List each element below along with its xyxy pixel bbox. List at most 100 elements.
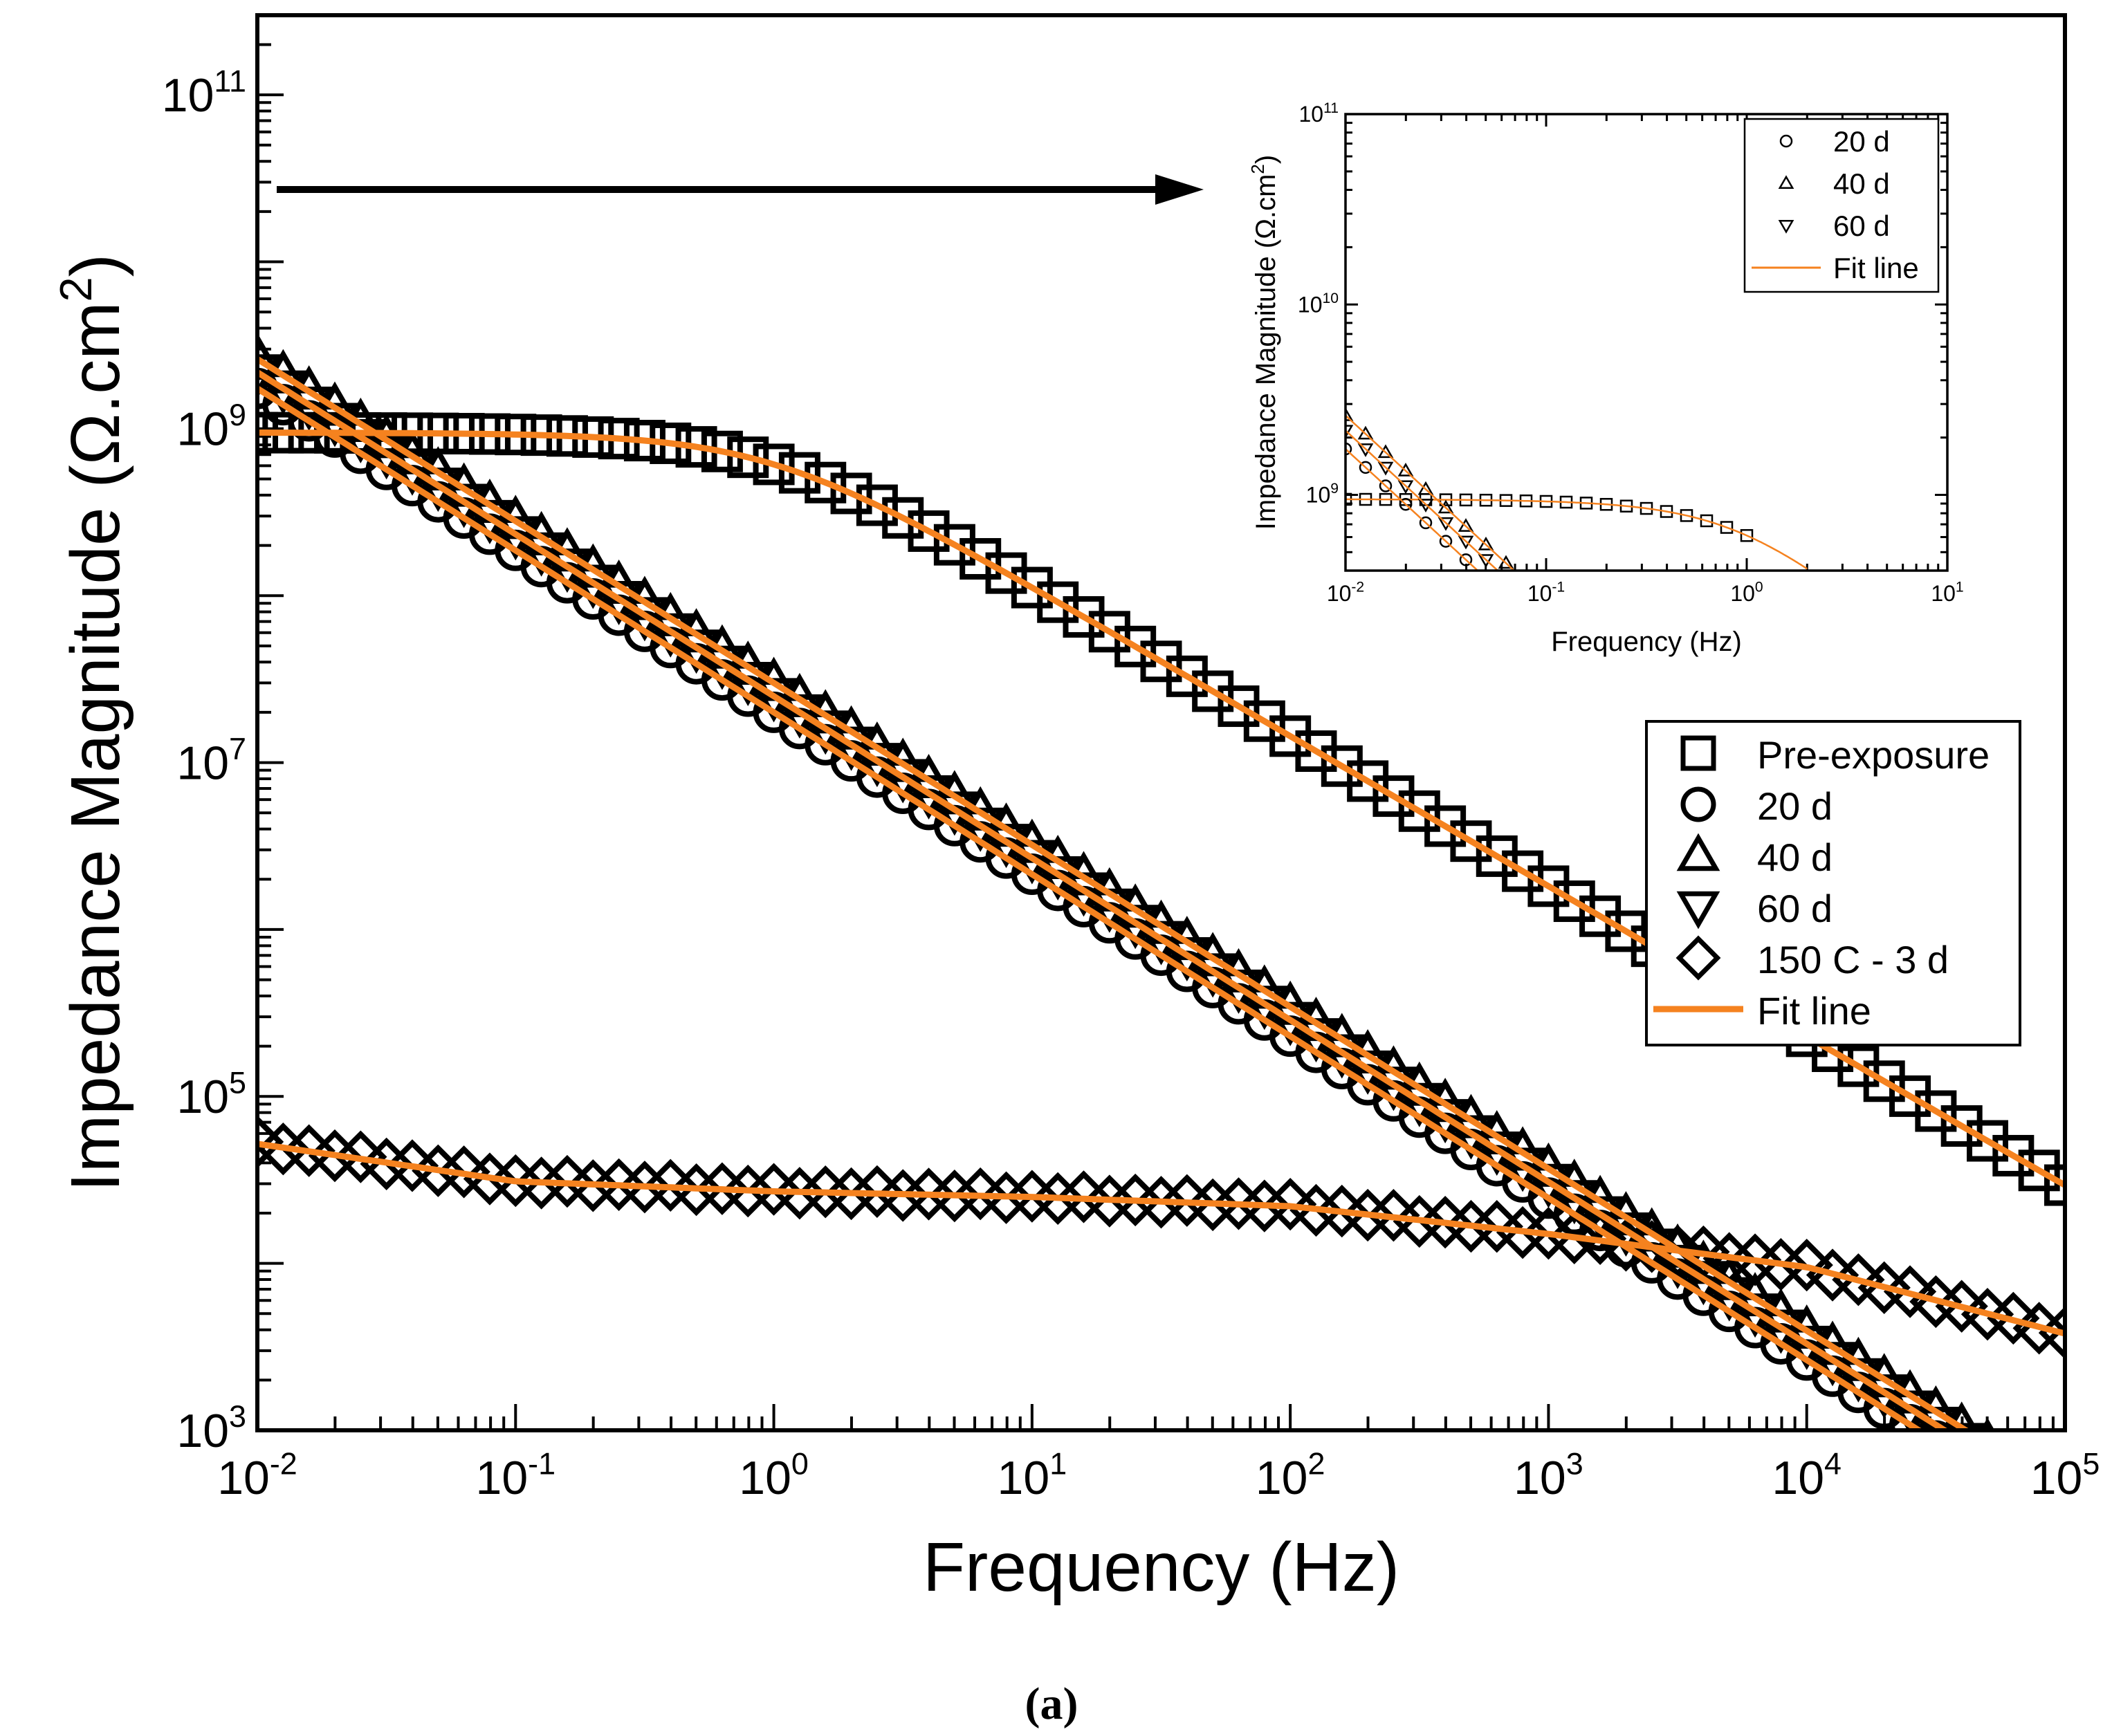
main-y-tick-label: 103 (176, 1398, 246, 1457)
inset-data-point-triangle-up (1357, 425, 1374, 440)
data-point-triangle-down (1967, 1442, 2008, 1478)
inset-data-point-triangle-down (1478, 554, 1494, 569)
data-point-square (1218, 685, 1260, 728)
data-point-diamond (1031, 1172, 1085, 1226)
inset-legend-label: Fit line (1833, 252, 1919, 284)
inset-data-point-triangle-down (1357, 443, 1374, 457)
data-point-square (753, 443, 795, 486)
inset-data-point-triangle-down (1377, 461, 1394, 476)
data-point-square (1476, 835, 1518, 877)
data-point-diamond (876, 1169, 930, 1222)
data-point-square (830, 472, 872, 515)
figure-label: (a) (1025, 1679, 1078, 1729)
inset-data-point-circle (1419, 516, 1433, 530)
inset-data-point-triangle-up (1346, 407, 1354, 421)
data-point-square (1295, 730, 1337, 773)
inset-x-tick-label: 10-2 (1327, 580, 1364, 606)
legend-label: 20 d (1757, 784, 1833, 828)
data-point-diamond (1135, 1176, 1188, 1229)
data-point-square (1605, 910, 1647, 952)
inset-legend-label: 40 d (1833, 167, 1890, 200)
main-legend-box (1645, 720, 2021, 1046)
main-x-tick-label: 10-1 (476, 1446, 556, 1504)
inset-data-point-triangle-up (1438, 499, 1454, 514)
inset-data-point-triangle-up (1458, 518, 1474, 532)
data-point-square (1269, 715, 1312, 757)
data-point-diamond (2038, 1306, 2065, 1360)
data-point-circle (1944, 1439, 1980, 1475)
inset-x-tick-label: 10-1 (1527, 580, 1565, 606)
inset-data-point-square (1680, 509, 1693, 522)
inset-x-axis-title: Frequency (Hz) (1551, 627, 1742, 657)
data-point-square (1063, 595, 1105, 638)
data-point-triangle-down (1992, 1458, 2034, 1494)
main-x-tick-label: 10-2 (217, 1446, 297, 1504)
data-point-diamond (980, 1171, 1033, 1224)
inset-data-point-circle (1359, 461, 1372, 474)
data-point-square (1579, 895, 1622, 937)
inset-chart: 10-2 10-1 100 101 109 1010 1011 Frequency (Hz) I… (1247, 100, 1964, 657)
main-y-tick-label: 109 (176, 397, 246, 456)
main-x-tick-label: 100 (739, 1446, 809, 1504)
legend-label: 40 d (1757, 835, 1833, 879)
data-point-square (2044, 1164, 2065, 1206)
data-point-square (1192, 670, 1234, 712)
data-point-diamond (1883, 1265, 1937, 1318)
legend-label: 60 d (1757, 887, 1833, 930)
fit-line (257, 356, 1972, 1430)
data-point-square (1863, 1060, 1905, 1102)
data-point-square (1502, 850, 1544, 892)
data-point-square (856, 484, 898, 526)
data-point-square (959, 537, 1002, 580)
inset-data-point-triangle-down (1397, 480, 1414, 495)
data-point-square (1940, 1105, 1983, 1147)
inset-data-point-triangle-down (1417, 499, 1434, 513)
data-point-diamond (515, 1156, 568, 1210)
inset-legend-marker-triangle-up (1778, 175, 1794, 190)
data-point-diamond (773, 1167, 827, 1220)
fit-line (257, 1141, 2065, 1337)
inset-x-tick-label: 100 (1730, 580, 1763, 606)
data-point-square (1967, 1120, 2009, 1162)
data-point-diamond (722, 1164, 775, 1218)
data-point-circle (2047, 1504, 2083, 1540)
legend-label: Fit line (1757, 989, 1871, 1033)
inset-data-point-triangle-down (1346, 425, 1354, 439)
inset-data-point-square (1660, 505, 1673, 518)
main-y-axis-title: Impedance Magnitude (Ω.cm2) (50, 254, 134, 1192)
data-point-square (1011, 566, 1053, 609)
data-point-square (1114, 625, 1157, 667)
data-point-square (701, 430, 743, 472)
inset-y-tick-label: 1011 (1298, 100, 1339, 127)
inset-data-point-square (1740, 529, 1754, 542)
data-point-diamond (567, 1159, 620, 1212)
data-point-square (1140, 640, 1182, 683)
data-point-square (908, 510, 950, 552)
main-y-tick-label: 105 (176, 1065, 246, 1124)
data-point-diamond (1083, 1174, 1136, 1228)
inset-data-point-square (1720, 521, 1734, 534)
inset-data-point-triangle-down (1458, 535, 1474, 550)
legend-marker-diamond (1675, 935, 1721, 981)
data-point-square (1037, 581, 1079, 623)
inset-data-point-triangle-down (1438, 517, 1454, 531)
inset-y-axis-title: Impedance Magnitude (Ω.cm2) (1247, 155, 1281, 530)
main-x-tick-label: 105 (2030, 1446, 2100, 1504)
data-point-diamond (1238, 1179, 1291, 1232)
inset-series-40-d (1346, 407, 1514, 569)
main-x-tick-label: 103 (1514, 1446, 1583, 1504)
data-point-triangle-up (1992, 1439, 2034, 1475)
inset-data-point-circle (1439, 535, 1453, 548)
data-point-diamond (670, 1163, 723, 1217)
data-point-square (1166, 655, 1208, 697)
data-point-square (1450, 820, 1492, 862)
data-point-square (778, 452, 820, 494)
data-point-square (1398, 790, 1440, 832)
legend-marker-triangle-down (1676, 891, 1720, 930)
legend-marker-triangle-up (1676, 833, 1720, 871)
data-point-circle (1995, 1472, 2031, 1508)
data-point-diamond (928, 1169, 982, 1223)
inset-legend-box (1743, 118, 1940, 293)
annotation-arrow (277, 174, 1204, 205)
data-point-square (1347, 760, 1389, 802)
